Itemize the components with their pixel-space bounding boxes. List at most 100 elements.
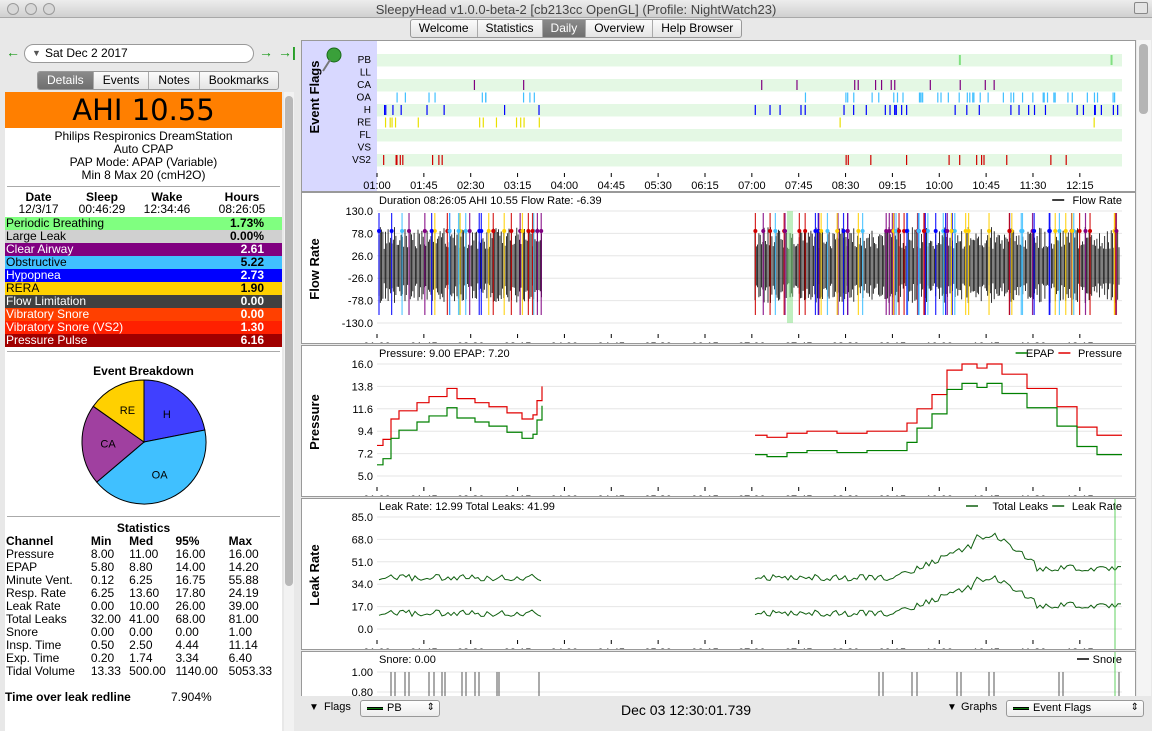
leak-rate-graph[interactable]: Leak Rate Leak Rate: 12.99 Total Leaks: 4… <box>301 498 1136 650</box>
flag-row-label-vs2: VS2 <box>352 155 371 166</box>
x-tick-label: 02:30 <box>457 341 485 344</box>
y-axis-title: Pressure <box>307 394 322 450</box>
epap-series <box>377 405 543 466</box>
index-row-large-leak[interactable]: Large Leak 0.00% <box>5 230 282 243</box>
stats-cell: 68.00 <box>175 612 206 626</box>
flow-event-marker <box>1057 229 1062 233</box>
index-row-flow-limitation[interactable]: Flow Limitation 0.00 <box>5 295 282 308</box>
y-tick-label: -130.0 <box>342 318 373 330</box>
graphs-select[interactable]: Event Flags ⇕ <box>1006 700 1144 717</box>
x-tick-label: 04:45 <box>598 341 626 344</box>
flow-event-marker <box>526 229 531 233</box>
stats-row-pressure: Pressure 8.00 11.00 16.00 16.00 <box>5 548 282 561</box>
tab-notes[interactable]: Notes <box>149 72 200 89</box>
flags-label: Flags <box>324 701 351 713</box>
x-tick-label: 02:30 <box>457 494 485 497</box>
stats-cell: 13.60 <box>129 586 160 600</box>
flag-row-label-ca: CA <box>357 80 371 91</box>
flag-row-band <box>377 129 1122 142</box>
graphs-menu-icon[interactable]: ▼ <box>947 702 957 713</box>
stats-cell: Leak Rate <box>6 599 61 613</box>
tab-daily[interactable]: Daily <box>542 20 587 37</box>
left-arrow-icon[interactable]: ← <box>6 44 20 60</box>
flow-waveform <box>754 227 1120 303</box>
flow-event-marker <box>477 229 482 233</box>
x-tick-label: 01:00 <box>363 647 391 650</box>
sleep-header: Sleep <box>85 190 118 204</box>
stats-cell: 0.20 <box>90 651 115 665</box>
index-row-clear-airway[interactable]: Clear Airway 2.61 <box>5 243 282 256</box>
date-picker[interactable]: ▼ Sat Dec 2 2017 <box>24 44 254 63</box>
flow-event-marker <box>535 229 540 233</box>
index-row-vibratory-snore[interactable]: Vibratory Snore 0.00 <box>5 308 282 321</box>
stats-cell: Insp. Time <box>6 638 62 652</box>
jump-to-end-icon[interactable]: →| <box>278 44 296 60</box>
machine-model: Auto CPAP <box>113 142 174 156</box>
total-leaks-series <box>754 532 1122 582</box>
tab-welcome[interactable]: Welcome <box>411 20 478 37</box>
close-window-button[interactable] <box>7 3 19 15</box>
sidebar-scrollbar[interactable] <box>284 92 294 731</box>
tab-bookmarks[interactable]: Bookmarks <box>208 73 269 87</box>
scrollbar-thumb[interactable] <box>285 96 293 586</box>
index-value: 0.00% <box>229 229 264 243</box>
flow-event-marker <box>949 229 954 233</box>
index-row-obstructive[interactable]: Obstructive 5.22 <box>5 256 282 269</box>
stats-cell: 24.19 <box>228 586 259 600</box>
snore-graph[interactable]: Snore: 0.00 Snore 1.00 0.80 <box>301 651 1136 696</box>
y-tick-label: 130.0 <box>345 206 373 218</box>
x-tick-label: 07:45 <box>785 647 813 650</box>
flags-menu-icon[interactable]: ▼ <box>309 702 319 713</box>
stats-cell: 1140.00 <box>175 664 218 678</box>
x-tick-label: 01:00 <box>363 341 391 344</box>
machine-name: Philips Respironics DreamStation <box>54 129 233 143</box>
graph-info: Pressure: 9.00 EPAP: 7.20 <box>379 348 510 360</box>
pressure-graph[interactable]: Pressure Pressure: 9.00 EPAP: 7.20 Pressur… <box>301 345 1136 497</box>
index-row-pressure-pulse[interactable]: Pressure Pulse 6.16 <box>5 334 282 347</box>
index-row-hypopnea[interactable]: Hypopnea 2.73 <box>5 269 282 282</box>
cursor-datetime: Dec 03 12:30:01.739 <box>621 702 751 718</box>
pushpin-icon <box>322 47 342 72</box>
flow-event-marker <box>502 229 507 233</box>
tab-details[interactable]: Details <box>38 72 94 89</box>
graph-toolbar: ▼ Flags PB ⇕ Dec 03 12:30:01.739 ▼ Graphs… <box>301 698 1152 728</box>
right-arrow-icon[interactable]: → <box>259 44 273 60</box>
stats-cell: Resp. Rate <box>6 586 67 600</box>
graphs-scrollbar[interactable] <box>1137 40 1151 696</box>
graph-info: Leak Rate: 12.99 Total Leaks: 41.99 <box>379 501 555 513</box>
x-tick-label: 04:00 <box>551 494 579 497</box>
stats-cell: Minute Vent. <box>6 573 73 587</box>
stats-row-insp-time: Insp. Time 0.50 2.50 4.44 11.14 <box>5 639 282 652</box>
x-tick-label: 07:00 <box>738 494 766 497</box>
index-row-rera[interactable]: RERA 1.90 <box>5 282 282 295</box>
pie-label-re: RE <box>119 405 134 417</box>
flow-event-marker <box>539 229 544 233</box>
stats-row-tidal-volume: Tidal Volume 13.33 500.00 1140.00 5053.33 <box>5 665 282 678</box>
leak-rate-series <box>378 609 542 618</box>
index-row-periodic-breathing[interactable]: Periodic Breathing 1.73% <box>5 217 282 230</box>
y-axis-title: Event Flags <box>307 61 322 134</box>
flow-event-marker <box>933 229 938 233</box>
minimize-window-button[interactable] <box>25 3 37 15</box>
tab-overview[interactable]: Overview <box>586 20 654 37</box>
x-tick-label: 03:15 <box>504 494 532 497</box>
flow-event-marker <box>841 229 846 233</box>
stats-cell: 1.00 <box>228 625 253 639</box>
flow-event-marker <box>887 229 892 233</box>
y-tick-label: -26.0 <box>348 273 373 285</box>
tab-events[interactable]: Events <box>94 72 150 89</box>
scrollbar-thumb[interactable] <box>1139 44 1148 114</box>
toolbar-toggle-button[interactable] <box>1134 2 1148 14</box>
tab-statistics[interactable]: Statistics <box>478 20 543 37</box>
stats-cell: 5053.33 <box>228 664 273 678</box>
epap-series <box>755 382 1122 458</box>
index-row-vibratory-snore-vs2[interactable]: Vibratory Snore (VS2) 1.30 <box>5 321 282 334</box>
index-label: Clear Airway <box>6 242 74 256</box>
zoom-window-button[interactable] <box>43 3 55 15</box>
flags-select[interactable]: PB ⇕ <box>360 700 440 717</box>
x-tick-label: 10:00 <box>925 647 953 650</box>
flow-rate-graph[interactable]: Flow Rate Duration 08:26:05 AHI 10.55 Flo… <box>301 192 1136 344</box>
tab-help-browser[interactable]: Help Browser <box>661 21 734 35</box>
x-tick-label: 02:30 <box>457 180 485 192</box>
